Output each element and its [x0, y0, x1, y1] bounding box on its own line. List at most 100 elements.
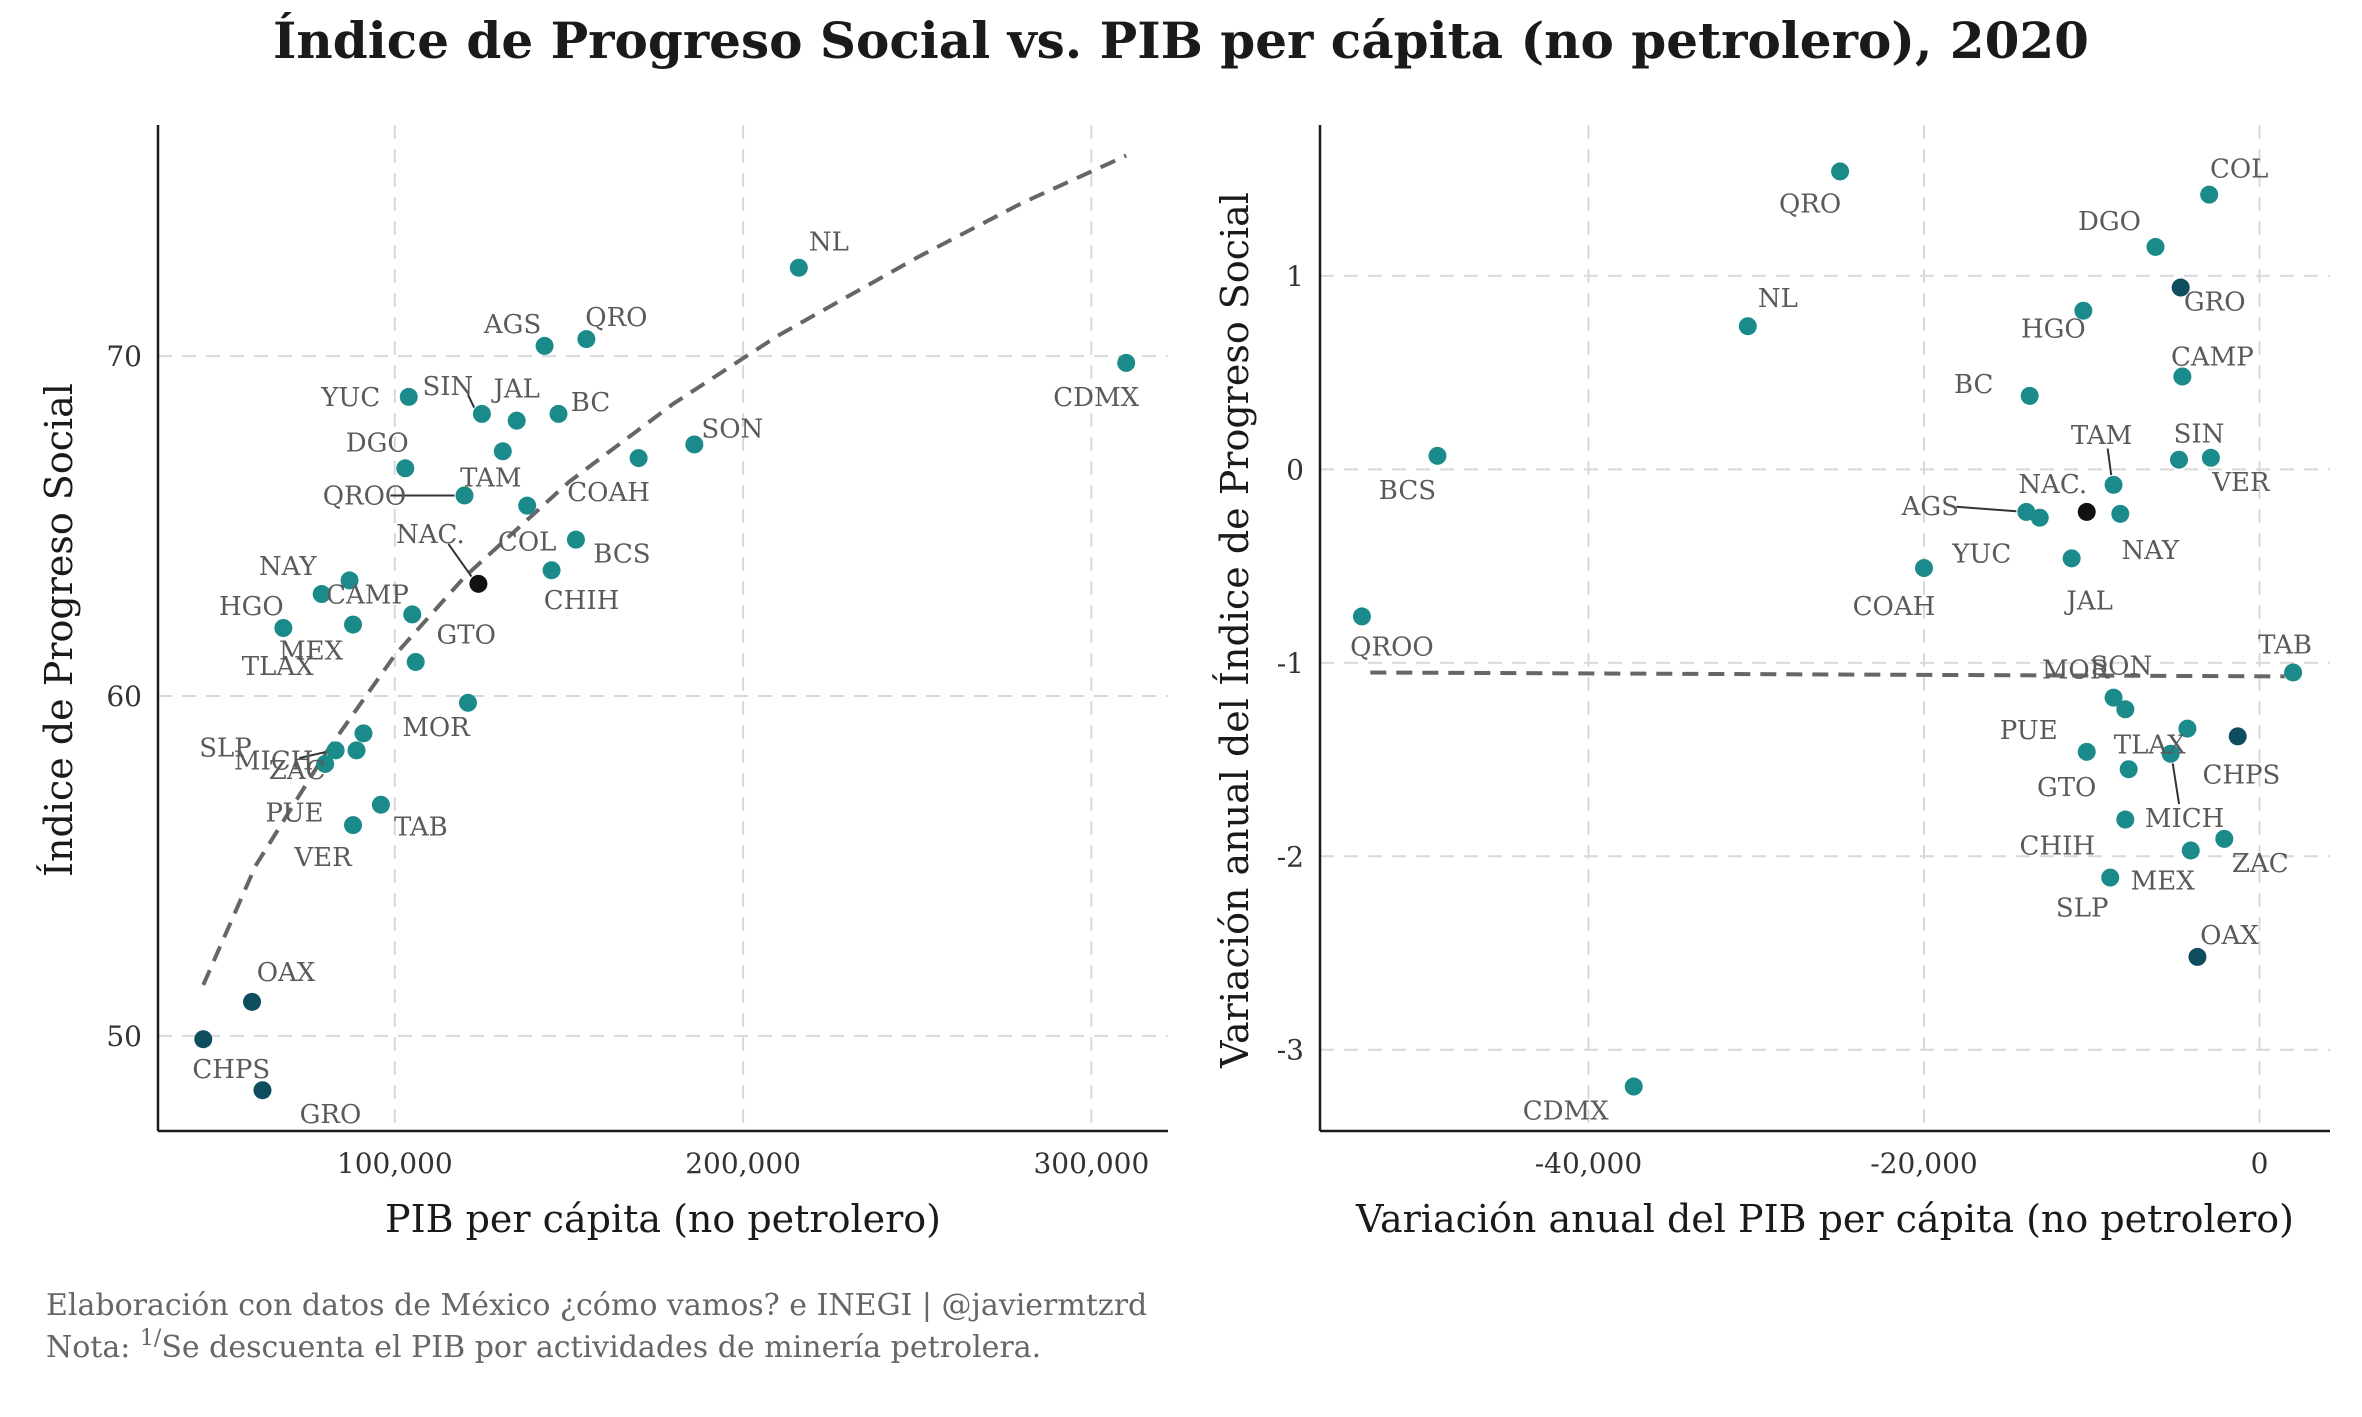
right-point-nay — [2111, 504, 2130, 523]
right-label-mor: MOR — [2042, 656, 2111, 686]
left-point-oax — [243, 992, 262, 1011]
left-label-bcs: BCS — [593, 540, 650, 570]
right-label-cdmx: CDMX — [1523, 1097, 1609, 1127]
left-label-tab: TAB — [394, 813, 448, 843]
right-point-zac — [2215, 829, 2234, 848]
left-point-nac — [469, 574, 488, 593]
right-y-tick-labels: -3 -2 -1 0 1 — [1277, 260, 1304, 1067]
left-label-gto: GTO — [437, 620, 496, 650]
left-gridlines — [158, 125, 1168, 1131]
right-y-tick-label: 1 — [1286, 260, 1304, 293]
right-label-slp: SLP — [2056, 894, 2109, 924]
right-label-ver: VER — [2211, 468, 2271, 498]
left-point-gro — [253, 1081, 272, 1100]
left-leader-nac — [447, 543, 473, 578]
left-label-tlax: TLAX — [242, 652, 314, 682]
right-point-bc — [2020, 386, 2039, 405]
right-label-tam: TAM — [2071, 421, 2132, 451]
left-trend-line — [201, 153, 1128, 986]
left-point-nl — [789, 258, 808, 277]
right-point-mor — [2104, 688, 2123, 707]
left-label-sin: SIN — [422, 372, 473, 402]
right-label-gro: GRO — [2184, 288, 2246, 318]
left-x-tick-label: 100,000 — [337, 1147, 453, 1180]
right-label-mich: MICH — [2145, 804, 2224, 834]
left-point-zac — [316, 754, 335, 773]
left-label-mex: MEX — [279, 637, 344, 667]
right-label-hgo: HGO — [2021, 315, 2086, 345]
left-point-chps — [194, 1030, 213, 1049]
left-point-tlax — [406, 652, 425, 671]
caption-note-prefix: Nota: — [46, 1330, 140, 1365]
right-point-sin — [2170, 450, 2189, 469]
left-point-tab — [371, 795, 390, 814]
right-point-gto — [2119, 760, 2138, 779]
left-point-qroo — [455, 486, 474, 505]
right-point-hgo — [2074, 301, 2093, 320]
left-leader-sin — [467, 394, 476, 408]
left-point-bcs — [566, 530, 585, 549]
right-label-mex: MEX — [2131, 866, 2196, 896]
left-point-jal — [507, 411, 526, 430]
right-point-son — [2116, 700, 2135, 719]
right-leader-mich — [2171, 763, 2181, 805]
left-y-tick-labels: 50 60 70 — [106, 340, 142, 1053]
left-point-mor — [458, 693, 477, 712]
left-label-cdmx: CDMX — [1053, 383, 1139, 413]
left-label-mich: MICH — [234, 746, 313, 776]
right-label-tlax: TLAX — [2114, 730, 2186, 760]
left-point-mich — [326, 741, 345, 760]
caption-note-superscript: 1/ — [140, 1326, 162, 1351]
right-label-son: SON — [2090, 651, 2152, 681]
right-label-coah: COAH — [1853, 592, 1936, 622]
left-label-chih: CHIH — [544, 586, 620, 616]
panel-right: QRO COL DGO GRO NL HGO CAMP BC BCS SIN VER TAM AGS YU… — [1213, 125, 2330, 1241]
right-label-pue: PUE — [2000, 716, 2058, 746]
right-label-nay: NAY — [2121, 536, 2179, 566]
left-label-coah: COAH — [567, 478, 650, 508]
right-x-tick-labels: -40,000 -20,000 0 — [1535, 1147, 2269, 1180]
right-label-dgo: DGO — [2078, 207, 2141, 237]
left-points — [194, 258, 1136, 1100]
right-point-camp — [2173, 367, 2192, 386]
left-x-tick-labels: 100,000 200,000 300,000 — [337, 1147, 1149, 1180]
right-label-qroo: QROO — [1350, 632, 1434, 662]
right-label-yuc: YUC — [1951, 540, 2011, 570]
left-label-zac: ZAC — [269, 756, 326, 786]
left-point-dgo — [396, 459, 415, 478]
right-points — [1352, 162, 2303, 1096]
left-point-gto — [403, 605, 422, 624]
caption-note: Nota: 1/Se descuenta el PIB por activida… — [46, 1326, 1041, 1365]
right-x-tick-label: 0 — [2251, 1147, 2269, 1180]
right-point-qro — [1831, 162, 1850, 181]
left-label-camp: CAMP — [326, 580, 409, 610]
right-point-bcs — [1428, 446, 1447, 465]
left-y-tick-label: 70 — [106, 340, 142, 373]
left-label-nl: NL — [809, 228, 849, 258]
left-label-qro: QRO — [585, 303, 647, 333]
right-point-col — [2200, 185, 2219, 204]
left-point-qro — [577, 330, 596, 349]
right-label-sin: SIN — [2174, 420, 2225, 450]
right-point-cdmx — [1624, 1077, 1643, 1096]
right-label-bc: BC — [1954, 370, 1993, 400]
left-point-bc — [549, 404, 568, 423]
left-point-yuc — [399, 387, 418, 406]
right-label-col: COL — [2210, 155, 2268, 185]
right-point-mich — [2161, 744, 2180, 763]
right-point-tlax — [2228, 727, 2247, 746]
right-label-oax: OAX — [2200, 921, 2259, 951]
caption-note-text: Se descuenta el PIB por actividades de m… — [161, 1330, 1041, 1365]
right-y-tick-label: -3 — [1277, 1034, 1304, 1067]
right-leader-tam — [2106, 448, 2113, 476]
right-leader-ags — [1956, 505, 2017, 513]
right-point-chps — [2178, 719, 2197, 738]
right-point-chih — [2116, 810, 2135, 829]
left-y-axis-title: Índice de Progreso Social — [37, 383, 81, 877]
right-y-axis-title: Variación anual del Índice de Progreso S… — [1213, 192, 1257, 1069]
left-label-dgo: DGO — [346, 428, 409, 458]
right-point-pue — [2077, 742, 2096, 761]
left-point-labels: NL CDMX AGS QRO YUC SIN JAL BC SON DGO TAM COAH QROO… — [192, 228, 1139, 1130]
right-point-gro — [2171, 278, 2190, 297]
right-point-dgo — [2146, 237, 2165, 256]
